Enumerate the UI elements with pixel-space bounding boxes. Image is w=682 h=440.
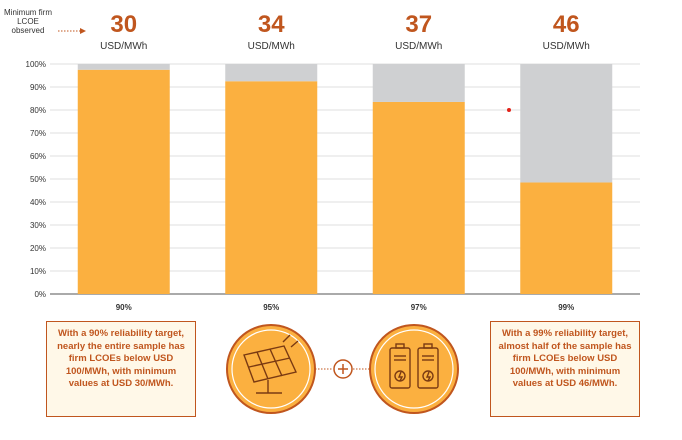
red-dot (507, 108, 511, 112)
y-tick-label: 20% (30, 244, 46, 253)
top-unit: USD/MWh (395, 41, 442, 52)
y-axis-labels: 0% 10% 20% 30% 40% 50% 60% 70% 80% 90% 100% (26, 60, 46, 299)
x-tick-label: 99% (558, 303, 574, 312)
bars (77, 64, 613, 294)
bar-segment (372, 101, 465, 294)
y-tick-label: 70% (30, 129, 46, 138)
bar-segment (77, 64, 170, 70)
y-tick-label: 60% (30, 152, 46, 161)
x-tick-label: 90% (116, 303, 132, 312)
side-label: Minimum firm LCOE observed (4, 8, 52, 35)
top-value: 30 (110, 11, 137, 38)
top-unit: USD/MWh (543, 41, 590, 52)
note-right: With a 99% reliability target, almost ha… (490, 321, 640, 417)
note-left: With a 90% reliability target, nearly th… (46, 321, 196, 417)
battery-icon (369, 324, 459, 414)
top-value: 37 (405, 11, 432, 38)
bar-segment (520, 182, 613, 294)
y-tick-label: 90% (30, 83, 46, 92)
plus-icon (333, 359, 353, 379)
bar-segment (520, 64, 613, 183)
bar-segment (77, 69, 170, 294)
top-value: 46 (553, 11, 580, 38)
y-tick-label: 80% (30, 106, 46, 115)
bar-segment (225, 81, 318, 294)
y-tick-label: 0% (34, 290, 46, 299)
bar-segment (225, 64, 318, 82)
y-tick-label: 40% (30, 198, 46, 207)
bar-segment (372, 64, 465, 102)
y-tick-label: 10% (30, 267, 46, 276)
y-tick-label: 100% (26, 60, 46, 69)
top-unit: USD/MWh (248, 41, 295, 52)
side-label-arrowhead (80, 28, 86, 34)
top-value: 34 (258, 11, 285, 38)
solar-panel-icon (226, 324, 316, 414)
top-values: 30 USD/MWh 34 USD/MWh 37 USD/MWh 46 USD/MWh (100, 11, 590, 52)
x-tick-label: 97% (411, 303, 427, 312)
x-axis-labels: 90% 95% 97% 99% (116, 303, 575, 312)
y-tick-label: 30% (30, 221, 46, 230)
y-tick-label: 50% (30, 175, 46, 184)
top-unit: USD/MWh (100, 41, 147, 52)
x-tick-label: 95% (263, 303, 279, 312)
